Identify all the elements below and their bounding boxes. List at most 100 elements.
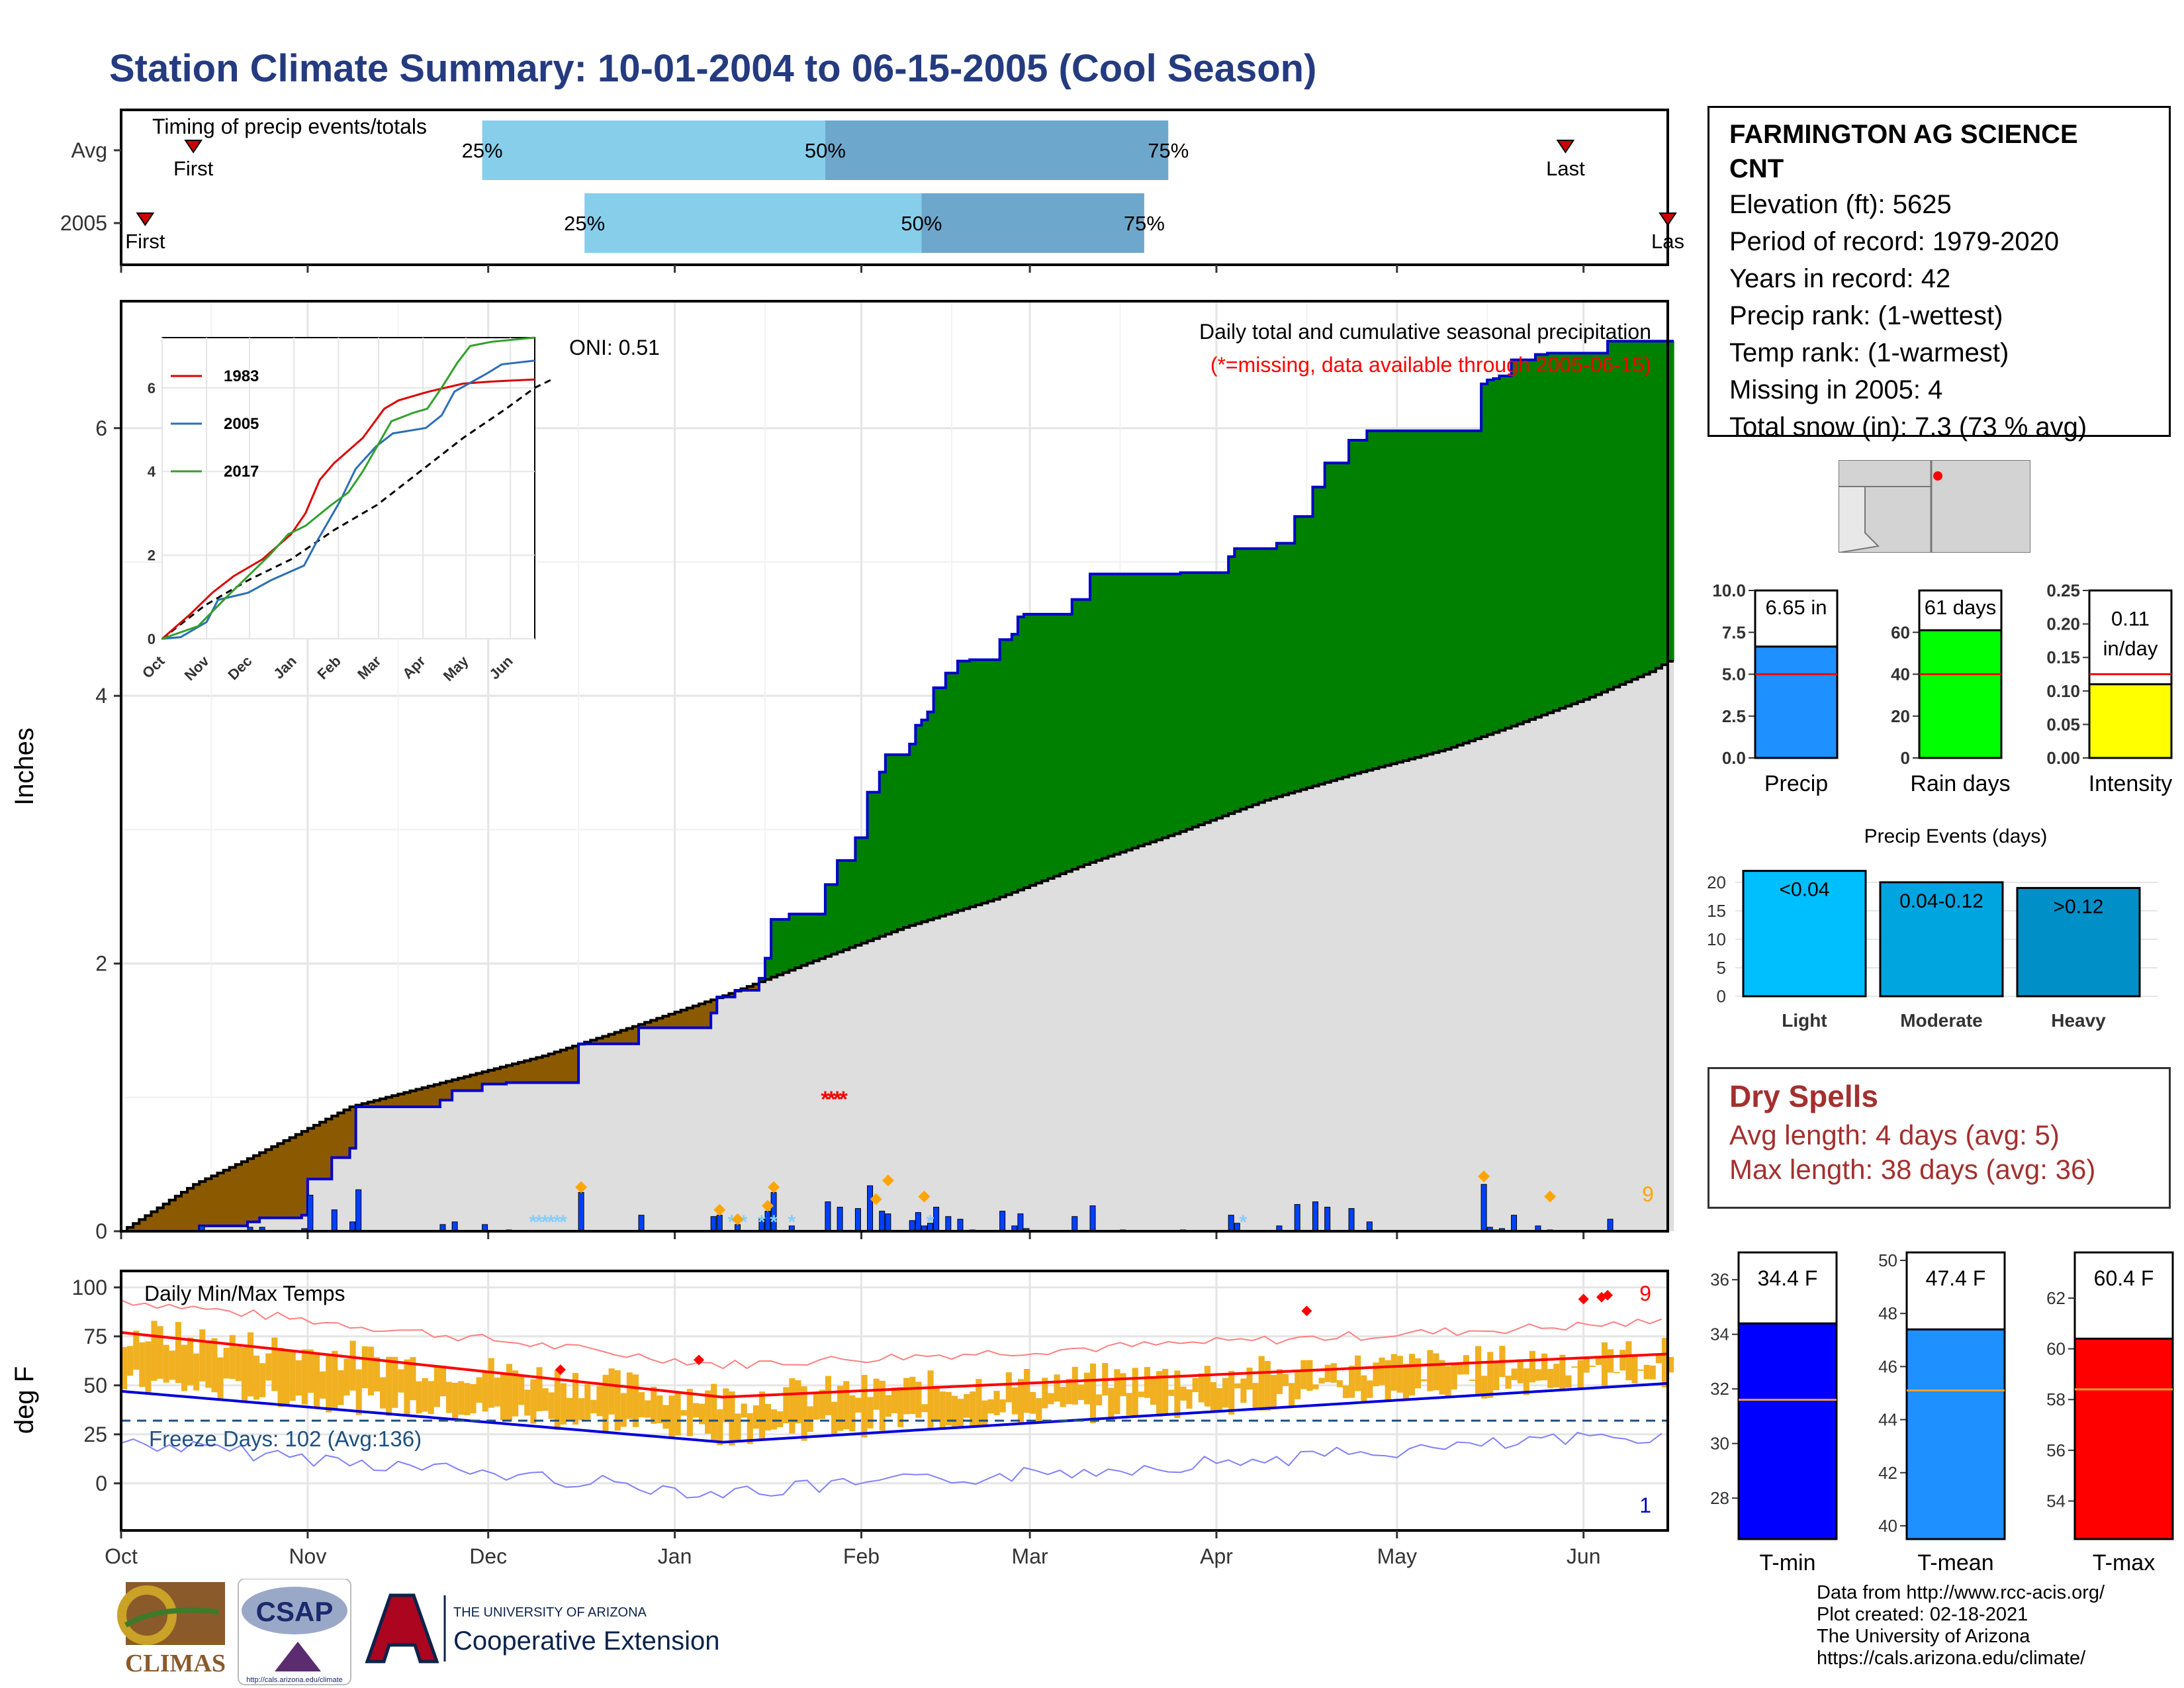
climas-text: CLIMAS xyxy=(125,1650,226,1677)
daily-temp-bar xyxy=(608,1368,615,1415)
daily-temp-bar xyxy=(1180,1386,1187,1401)
above-normal-band xyxy=(885,755,892,935)
daily-temp-bar xyxy=(386,1356,392,1416)
above-normal-band xyxy=(1222,573,1229,816)
above-normal-band xyxy=(849,860,856,948)
daily-temp-bar xyxy=(1324,1364,1331,1382)
summary-bar-label: Rain days xyxy=(1910,771,2010,796)
daily-temp-bar xyxy=(1408,1354,1416,1395)
event-category-label: Moderate xyxy=(1900,1010,1982,1031)
daily-temp-bar xyxy=(861,1375,868,1438)
daily-temp-bar xyxy=(705,1390,711,1434)
above-normal-band xyxy=(1571,353,1578,704)
precip-events-chart: Precip Events (days) 0 5 10 15 20 <0.04 Light 0… xyxy=(1707,825,2158,1031)
timing-panel: Avg 25% 50% 75% First Last 2005 25% 50% 75% First L… xyxy=(60,109,1684,273)
above-normal-band xyxy=(1168,574,1175,836)
above-normal-band xyxy=(1577,353,1584,702)
precip-rank: Precip rank: (1-wettest) xyxy=(1729,301,2003,330)
above-normal-band xyxy=(1523,359,1530,722)
below-normal-band xyxy=(422,1088,429,1107)
above-normal-band xyxy=(1312,487,1320,786)
above-normal-band xyxy=(1601,353,1608,692)
daily-temp-bar xyxy=(392,1356,398,1408)
daily-temp-bar xyxy=(1240,1378,1247,1403)
below-normal-band xyxy=(494,1068,501,1084)
daily-precip-bar xyxy=(933,1207,940,1232)
daily-temp-bar xyxy=(181,1344,188,1391)
daily-temp-bar xyxy=(614,1370,621,1431)
daily-temp-bar xyxy=(1071,1366,1078,1405)
record-max-marker xyxy=(1596,1291,1607,1303)
daily-temp-bar xyxy=(488,1358,494,1408)
daily-temp-bar xyxy=(1643,1364,1650,1380)
daily-temp-bar xyxy=(1156,1371,1163,1417)
daily-temp-bar xyxy=(163,1344,169,1383)
daily-temp-bar xyxy=(1559,1354,1566,1391)
below-normal-band xyxy=(373,1100,381,1107)
below-normal-band xyxy=(512,1064,519,1083)
daily-temp-bar xyxy=(1030,1391,1036,1414)
below-normal-band xyxy=(320,1122,326,1180)
below-normal-band xyxy=(674,1011,682,1028)
temp-title: Daily Min/Max Temps xyxy=(144,1282,345,1305)
above-normal-band xyxy=(1415,430,1422,758)
daily-temp-bar xyxy=(139,1342,146,1387)
avg-min-line xyxy=(120,1382,1668,1444)
daily-temp-bar xyxy=(1048,1393,1054,1405)
above-normal-band xyxy=(1120,574,1127,853)
period-of-record: Period of record: 1979-2020 xyxy=(1729,227,2060,256)
month-label: May xyxy=(1377,1544,1417,1568)
above-normal-band xyxy=(1234,548,1241,812)
below-normal-band xyxy=(608,1034,615,1044)
temp-summary-y-tick-label: 60 xyxy=(2046,1339,2066,1359)
daily-temp-bar xyxy=(1577,1360,1584,1388)
above-normal-band xyxy=(855,837,862,945)
below-normal-band xyxy=(602,1036,610,1044)
footer-logos: CLIMAS CSAP http://cals.arizona.edu/clim… xyxy=(117,1579,719,1685)
daily-temp-bar xyxy=(777,1411,784,1428)
daily-precip-bar xyxy=(451,1221,458,1232)
temp-summary-value-label: 34.4 F xyxy=(1758,1266,1818,1290)
daily-temp-bar xyxy=(1433,1353,1439,1391)
above-normal-band xyxy=(777,919,784,975)
above-normal-band xyxy=(1289,543,1295,794)
summary-bars: 0.0 2.5 5.0 7.5 10.0 6.65 in Precip 0 20 40 60 61 d… xyxy=(1712,581,2173,796)
below-normal-band xyxy=(645,1022,651,1028)
daily-temp-bar xyxy=(1011,1387,1018,1415)
temp-summary-y-tick-label: 50 xyxy=(1878,1250,1897,1270)
temp-summary-y-tick-label: 34 xyxy=(1710,1325,1729,1344)
month-label: Jan xyxy=(658,1544,692,1568)
above-normal-band xyxy=(1150,574,1157,842)
daily-temp-bar xyxy=(915,1382,922,1418)
above-normal-band xyxy=(1030,614,1036,886)
daily-temp-bar xyxy=(151,1321,158,1381)
below-normal-band xyxy=(439,1082,447,1100)
above-normal-band xyxy=(1240,548,1248,810)
below-normal-band xyxy=(133,1223,140,1231)
summary-y-tick-label: 0 xyxy=(1901,748,1910,768)
below-normal-band xyxy=(307,1128,314,1180)
daily-temp-bar xyxy=(1138,1391,1144,1397)
above-normal-band xyxy=(999,639,1007,898)
daily-temp-bar xyxy=(1114,1369,1120,1415)
daily-precip-bar xyxy=(1511,1215,1518,1232)
below-normal-band xyxy=(548,1054,555,1083)
daily-temp-bar xyxy=(506,1364,513,1421)
above-normal-band xyxy=(897,755,904,930)
snow-count: 9 xyxy=(1642,1182,1654,1206)
daily-temp-bar xyxy=(645,1400,651,1418)
last-event-marker xyxy=(1659,212,1677,226)
daily-temp-bar xyxy=(332,1350,338,1411)
below-normal-band xyxy=(686,1008,694,1028)
above-normal-band xyxy=(1661,341,1668,665)
daily-temp-bar xyxy=(933,1388,940,1421)
event-category-label: Light xyxy=(1782,1010,1827,1031)
daily-precip-bar xyxy=(1348,1208,1355,1232)
summary-y-tick-label: 7.5 xyxy=(1722,622,1746,642)
below-normal-band xyxy=(560,1050,567,1083)
above-normal-band xyxy=(1619,341,1626,684)
record-max-marker xyxy=(693,1354,704,1366)
daily-temp-bar xyxy=(1475,1346,1482,1395)
daily-temp-bar xyxy=(819,1389,825,1419)
below-normal-band xyxy=(169,1199,176,1231)
